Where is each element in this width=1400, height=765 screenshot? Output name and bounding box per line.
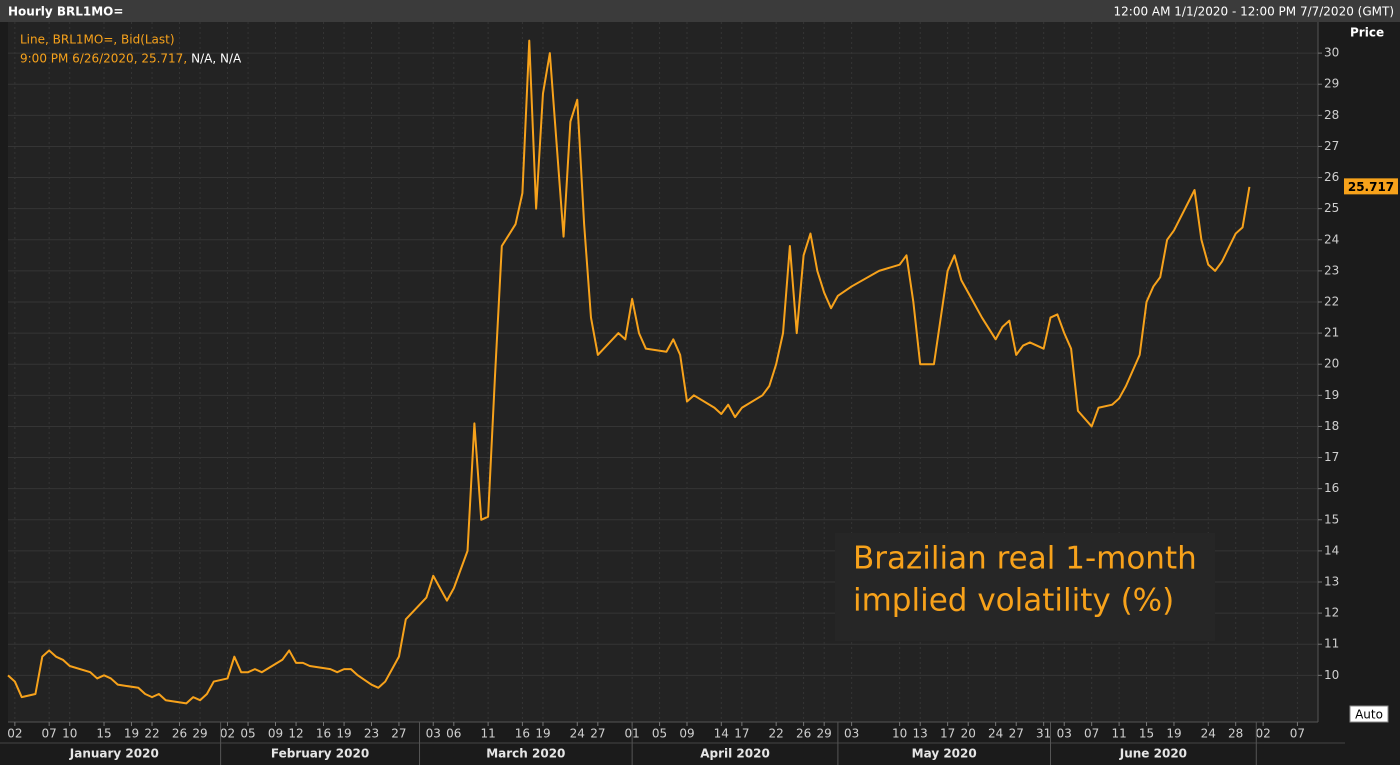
x-tick-label: 26: [172, 727, 187, 741]
y-tick-label: 20: [1324, 357, 1339, 371]
y-tick-label: 10: [1324, 668, 1339, 682]
x-tick-label: 16: [316, 727, 331, 741]
auto-button[interactable]: [1349, 705, 1389, 723]
x-tick-label: 02: [7, 727, 22, 741]
x-tick-label: 02: [220, 727, 235, 741]
x-tick-label: 05: [652, 727, 667, 741]
x-tick-label: 09: [679, 727, 694, 741]
legend-extra: N/A, N/A: [191, 52, 242, 66]
x-tick-label: 26: [796, 727, 811, 741]
x-tick-label: 23: [364, 727, 379, 741]
x-tick-label: 29: [192, 727, 207, 741]
legend-cursor: 9:00 PM 6/26/2020, 25.717,: [20, 52, 187, 66]
x-tick-label: 14: [714, 727, 729, 741]
month-label: April 2020: [700, 747, 770, 761]
x-tick-label: 22: [769, 727, 784, 741]
x-tick-label: 15: [1139, 727, 1154, 741]
y-axis-label: Price: [1350, 26, 1384, 40]
x-tick-label: 19: [124, 727, 139, 741]
x-tick-label: 07: [42, 727, 57, 741]
y-tick-label: 14: [1324, 543, 1339, 557]
annotation-text: implied volatility (%): [853, 583, 1174, 619]
y-tick-label: 29: [1324, 77, 1339, 91]
y-tick-label: 19: [1324, 388, 1339, 402]
month-label: June 2020: [1119, 747, 1187, 761]
x-tick-label: 19: [336, 727, 351, 741]
y-tick-label: 18: [1324, 419, 1339, 433]
month-label: January 2020: [69, 747, 159, 761]
x-tick-label: 15: [96, 727, 111, 741]
x-tick-label: 19: [535, 727, 550, 741]
legend-series: Line, BRL1MO=, Bid(Last): [20, 33, 175, 47]
x-tick-label: 11: [480, 727, 495, 741]
x-tick-label: 27: [1009, 727, 1024, 741]
x-tick-label: 16: [515, 727, 530, 741]
x-tick-label: 24: [988, 727, 1003, 741]
y-tick-label: 26: [1324, 170, 1339, 184]
last-price-tag: [1344, 178, 1398, 195]
month-label: May 2020: [912, 747, 977, 761]
y-tick-label: 30: [1324, 46, 1339, 60]
x-tick-label: 13: [913, 727, 928, 741]
auto-button-label: Auto: [1355, 708, 1383, 722]
x-tick-label: 10: [892, 727, 907, 741]
x-tick-label: 17: [940, 727, 955, 741]
annotation-box: [835, 533, 1215, 641]
x-tick-label: 27: [590, 727, 605, 741]
y-tick-label: 13: [1324, 575, 1339, 589]
x-tick-label: 19: [1166, 727, 1181, 741]
y-tick-label: 27: [1324, 139, 1339, 153]
x-tick-label: 24: [570, 727, 585, 741]
y-tick-label: 25: [1324, 201, 1339, 215]
y-tick-label: 23: [1324, 263, 1339, 277]
x-tick-label: 22: [144, 727, 159, 741]
x-tick-label: 20: [961, 727, 976, 741]
month-label: March 2020: [486, 747, 565, 761]
x-tick-label: 03: [844, 727, 859, 741]
x-tick-label: 06: [446, 727, 461, 741]
annotation-text: Brazilian real 1-month: [853, 541, 1197, 577]
y-tick-label: 28: [1324, 108, 1339, 122]
date-range: 12:00 AM 1/1/2020 - 12:00 PM 7/7/2020 (G…: [1114, 5, 1394, 19]
x-tick-label: 29: [817, 727, 832, 741]
x-tick-label: 12: [288, 727, 303, 741]
y-tick-label: 21: [1324, 326, 1339, 340]
price-line: [7, 39, 1251, 705]
y-tick-label: 17: [1324, 450, 1339, 464]
chart-title: Hourly BRL1MO=: [8, 5, 123, 19]
x-tick-label: 10: [62, 727, 77, 741]
x-tick-label: 11: [1111, 727, 1126, 741]
y-tick-label: 16: [1324, 481, 1339, 495]
x-tick-label: 05: [240, 727, 255, 741]
header-bar: [0, 0, 1400, 22]
x-tick-label: 27: [391, 727, 406, 741]
x-tick-label: 07: [1084, 727, 1099, 741]
x-tick-label: 03: [426, 727, 441, 741]
x-tick-label: 31: [1036, 727, 1051, 741]
y-tick-label: 12: [1324, 606, 1339, 620]
x-tick-label: 02: [1255, 727, 1270, 741]
x-tick-label: 07: [1290, 727, 1305, 741]
last-price-label: 25.717: [1348, 180, 1394, 194]
y-tick-label: 24: [1324, 232, 1339, 246]
y-tick-label: 11: [1324, 637, 1339, 651]
month-label: February 2020: [271, 747, 369, 761]
x-tick-label: 28: [1228, 727, 1243, 741]
x-tick-label: 03: [1057, 727, 1072, 741]
y-tick-label: 22: [1324, 295, 1339, 309]
x-tick-label: 17: [734, 727, 749, 741]
x-tick-label: 09: [268, 727, 283, 741]
y-tick-label: 15: [1324, 512, 1339, 526]
x-tick-label: 24: [1201, 727, 1216, 741]
